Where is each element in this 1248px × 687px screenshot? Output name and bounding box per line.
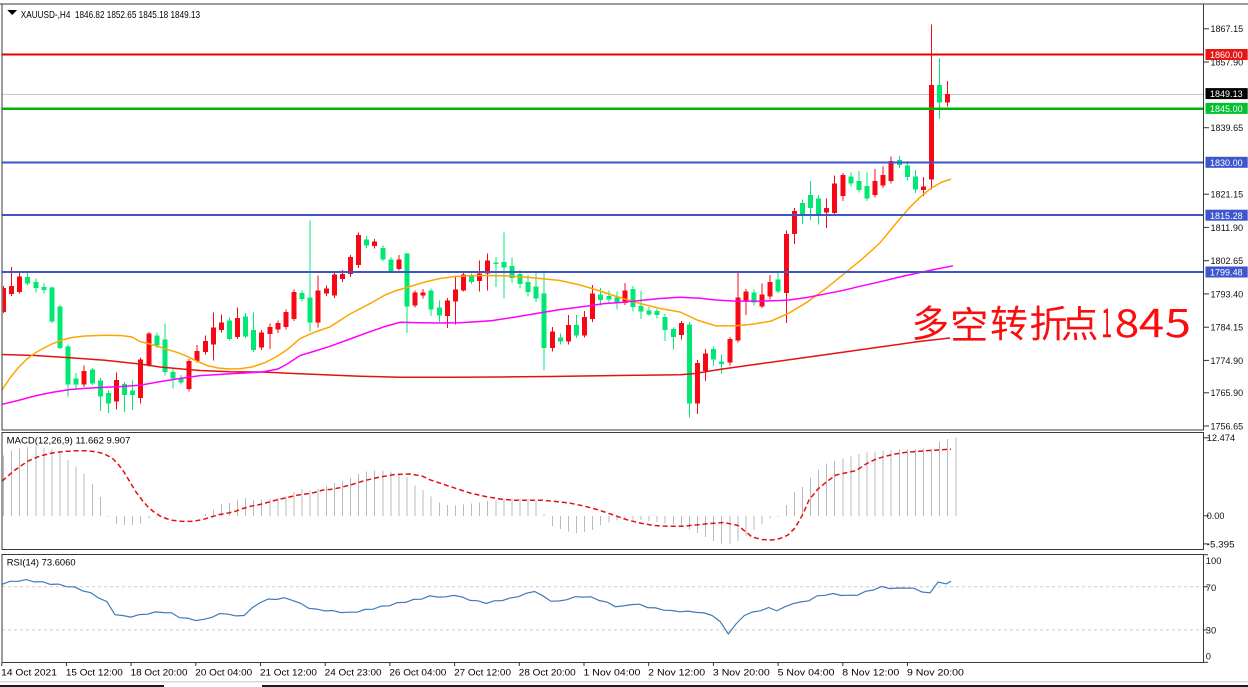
svg-text:1784.15: 1784.15: [1211, 323, 1244, 334]
svg-text:1815.28: 1815.28: [1210, 211, 1243, 222]
svg-text:1860.00: 1860.00: [1210, 50, 1243, 61]
svg-text:21 Oct 12:00: 21 Oct 12:00: [260, 667, 317, 678]
svg-text:14 Oct 2021: 14 Oct 2021: [1, 667, 57, 678]
svg-text:100: 100: [1206, 556, 1222, 567]
svg-text:0: 0: [1206, 652, 1211, 663]
svg-text:1799.48: 1799.48: [1210, 268, 1243, 279]
svg-text:15 Oct 12:00: 15 Oct 12:00: [66, 667, 123, 678]
svg-text:1867.15: 1867.15: [1211, 24, 1244, 35]
svg-text:24 Oct 23:00: 24 Oct 23:00: [325, 667, 382, 678]
svg-text:26 Oct 04:00: 26 Oct 04:00: [389, 667, 446, 678]
svg-text:18 Oct 20:00: 18 Oct 20:00: [131, 667, 188, 678]
svg-text:5 Nov 04:00: 5 Nov 04:00: [778, 667, 835, 678]
svg-text:20 Oct 04:00: 20 Oct 04:00: [195, 667, 252, 678]
svg-text:1802.65: 1802.65: [1211, 256, 1244, 267]
svg-text:27 Oct 12:00: 27 Oct 12:00: [454, 667, 511, 678]
svg-text:1793.40: 1793.40: [1211, 289, 1244, 300]
svg-text:70: 70: [1206, 583, 1216, 594]
svg-text:1849.13: 1849.13: [1210, 89, 1243, 100]
svg-text:30: 30: [1206, 626, 1216, 637]
svg-text:1821.15: 1821.15: [1211, 190, 1244, 201]
svg-text:MACD(12,26,9) 11.662 9.907: MACD(12,26,9) 11.662 9.907: [7, 436, 131, 447]
svg-text:XAUUSD-,H4 1846.82 1852.65 18: XAUUSD-,H4 1846.82 1852.65 1845.18 1849.…: [21, 9, 200, 21]
svg-text:9 Nov 20:00: 9 Nov 20:00: [907, 667, 964, 678]
svg-text:12.474: 12.474: [1207, 433, 1236, 444]
svg-text:1839.65: 1839.65: [1211, 123, 1244, 134]
svg-text:RSI(14) 73.6060: RSI(14) 73.6060: [7, 558, 76, 569]
svg-text:28 Oct 20:00: 28 Oct 20:00: [519, 667, 576, 678]
svg-text:1 Nov 04:00: 1 Nov 04:00: [584, 667, 641, 678]
svg-text:1845.00: 1845.00: [1210, 104, 1243, 115]
svg-text:3 Nov 20:00: 3 Nov 20:00: [713, 667, 770, 678]
svg-text:1857.90: 1857.90: [1211, 57, 1244, 68]
svg-text:-5.395: -5.395: [1207, 539, 1235, 550]
svg-text:1830.00: 1830.00: [1210, 158, 1243, 169]
svg-text:1811.90: 1811.90: [1211, 223, 1244, 234]
svg-text:0.00: 0.00: [1207, 511, 1225, 522]
svg-text:1756.65: 1756.65: [1211, 421, 1244, 432]
svg-text:8 Nov 12:00: 8 Nov 12:00: [842, 667, 899, 678]
svg-text:2 Nov 12:00: 2 Nov 12:00: [648, 667, 705, 678]
svg-text:1774.90: 1774.90: [1211, 356, 1244, 367]
svg-text:1765.90: 1765.90: [1211, 388, 1244, 399]
